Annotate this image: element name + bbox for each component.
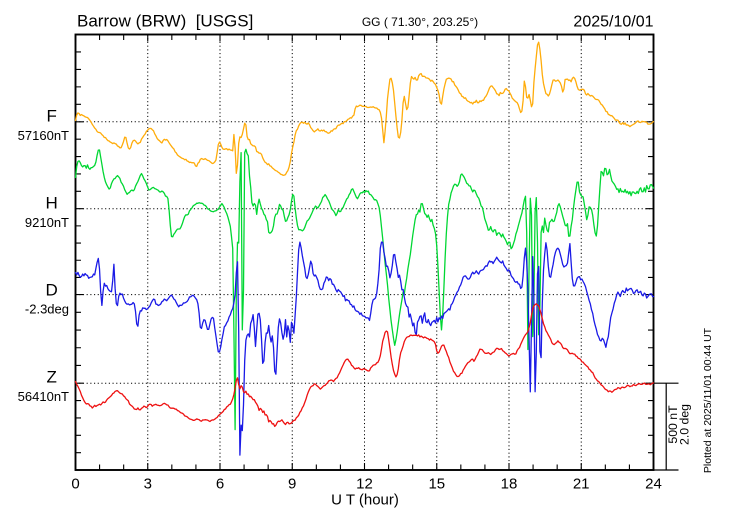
svg-text:GG ( 71.30°, 203.25°): GG ( 71.30°, 203.25°) (362, 15, 478, 29)
svg-text:56410nT: 56410nT (18, 389, 69, 404)
svg-text:Plotted at 2025/11/01 00:44 UT: Plotted at 2025/11/01 00:44 UT (702, 327, 714, 473)
svg-text:21: 21 (573, 476, 590, 493)
svg-text:12: 12 (356, 476, 373, 493)
svg-text:Z: Z (47, 368, 57, 387)
svg-text:Barrow (BRW) [USGS]: Barrow (BRW) [USGS] (77, 12, 253, 31)
svg-text:24: 24 (645, 476, 662, 493)
svg-text:2.0 deg: 2.0 deg (678, 404, 692, 445)
svg-text:-2.3deg: -2.3deg (25, 302, 69, 317)
svg-text:9210nT: 9210nT (25, 215, 69, 230)
svg-text:U T (hour): U T (hour) (331, 492, 399, 509)
svg-text:6: 6 (216, 476, 224, 493)
svg-text:H: H (46, 193, 58, 212)
svg-text:18: 18 (501, 476, 518, 493)
svg-text:F: F (47, 106, 57, 125)
svg-text:57160nT: 57160nT (18, 128, 69, 143)
svg-text:500 nT: 500 nT (666, 405, 680, 444)
svg-text:D: D (46, 280, 58, 299)
svg-text:3: 3 (144, 476, 152, 493)
svg-text:9: 9 (288, 476, 296, 493)
svg-text:15: 15 (428, 476, 445, 493)
svg-text:2025/10/01: 2025/10/01 (573, 14, 653, 31)
svg-text:0: 0 (71, 476, 79, 493)
